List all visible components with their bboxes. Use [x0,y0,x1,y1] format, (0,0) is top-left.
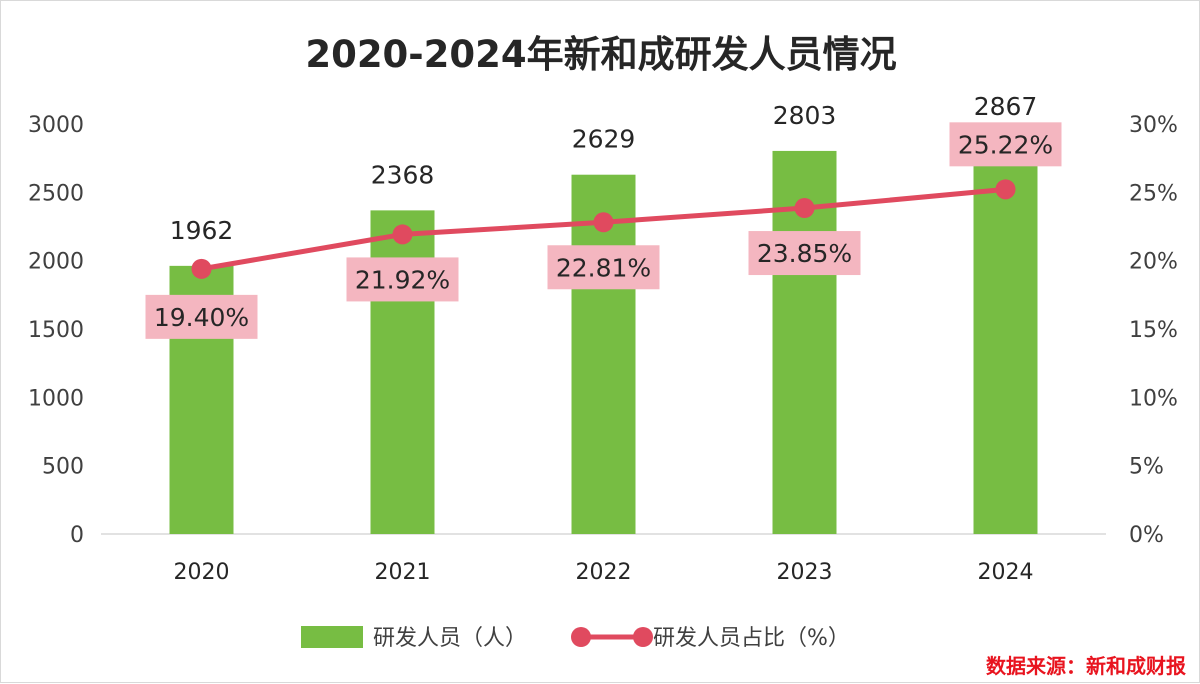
x-tick-label: 2023 [777,560,833,585]
left-tick-label: 2500 [28,181,84,206]
line-marker [593,212,614,233]
line-series: 19.40% 21.92% 22.81% 23.85% 25.22% [145,122,1062,339]
legend-marker [633,627,653,647]
legend-label-line: 研发人员占比（%） [653,626,850,651]
pct-label-box [748,231,861,276]
left-tick-label: 2000 [28,250,84,275]
right-tick-label: 10% [1129,386,1178,411]
pct-label-box [547,245,660,290]
left-tick-label: 1000 [28,386,84,411]
right-tick-label: 20% [1129,250,1178,275]
right-tick-label: 0% [1129,523,1164,548]
right-tick-label: 15% [1129,318,1178,343]
left-axis: 0 500 1000 1500 2000 2500 3000 [28,113,84,548]
left-tick-label: 3000 [28,113,84,138]
x-tick-label: 2021 [375,560,431,585]
chart-title: 2020-2024年新和成研发人员情况 [305,33,896,76]
bar-value-label: 2803 [773,101,837,130]
pct-value-label: 22.81% [556,253,651,282]
bar-labels: 1962 2368 2629 2803 2867 [170,92,1038,245]
left-tick-label: 500 [42,455,84,480]
legend-swatch-bar [301,626,363,648]
bar-value-label: 2867 [974,92,1038,121]
right-tick-label: 5% [1129,455,1164,480]
x-tick-label: 2024 [978,560,1034,585]
left-tick-label: 1500 [28,318,84,343]
pct-value-label: 19.40% [154,303,249,332]
right-axis: 0% 5% 10% 15% 20% 25% 30% [1129,113,1178,548]
x-tick-label: 2022 [576,560,632,585]
x-tick-label: 2020 [174,560,230,585]
right-tick-label: 25% [1129,181,1178,206]
right-tick-label: 30% [1129,113,1178,138]
legend-marker [571,627,591,647]
bar [973,142,1038,534]
bar-value-label: 2629 [572,125,636,154]
bar [571,174,636,534]
bar-value-label: 1962 [170,216,234,245]
line-marker [995,179,1016,200]
bar-value-label: 2368 [371,160,435,189]
pct-label-box [145,294,258,339]
line-marker [392,224,413,245]
pct-value-label: 25.22% [958,130,1053,159]
left-tick-label: 0 [70,523,84,548]
line-marker [794,198,815,219]
legend: 研发人员（人） 研发人员占比（%） [301,626,850,651]
pct-label-box [949,122,1062,167]
pct-value-label: 23.85% [757,239,852,268]
pct-label-box [346,257,459,302]
line-marker [191,258,212,279]
legend-label-bar: 研发人员（人） [373,626,527,651]
x-axis: 2020 2021 2022 2023 2024 [174,560,1034,585]
pct-value-label: 21.92% [355,265,450,294]
source-note: 数据来源：新和成财报 [986,654,1186,678]
